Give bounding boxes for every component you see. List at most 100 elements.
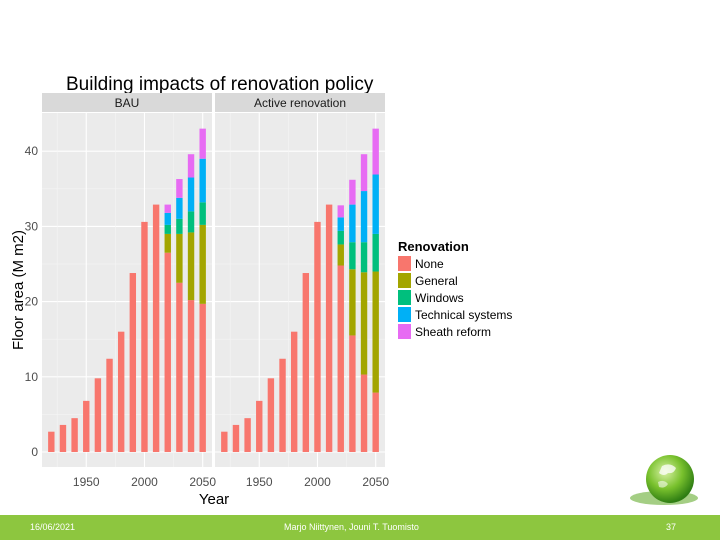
- panel-active-renovation: Active renovation 1950 2000 2050: [215, 93, 389, 489]
- legend-swatch-sheath-reform: [398, 324, 411, 339]
- chart-title: Building impacts of renovation policy: [66, 74, 374, 95]
- bar-segment-none-2030: [176, 282, 183, 452]
- x-tick-label: 2050: [189, 475, 216, 489]
- legend-label-general: General: [415, 274, 458, 288]
- bar-segment-none-1920: [48, 431, 55, 452]
- bar-segment-none-2020: [337, 265, 344, 452]
- bar-segment-sheath-reform-2040: [360, 154, 368, 192]
- bar-segment-none-1930: [59, 424, 67, 452]
- x-tick-label: 2050: [362, 475, 389, 489]
- bar-segment-none-1950: [83, 400, 90, 452]
- legend-swatch-none: [398, 256, 411, 271]
- bar-segment-none-1950: [256, 400, 263, 452]
- y-tick-label: 30: [25, 219, 39, 233]
- bar-segment-sheath-reform-2030: [349, 179, 356, 205]
- bar-segment-general-2020: [164, 233, 171, 253]
- bar-segment-technical-systems-2040: [360, 191, 368, 243]
- panel-bau: BAU 1950 2000 2050: [42, 93, 216, 489]
- bar-segment-technical-systems-2040: [187, 177, 195, 212]
- legend-swatch-general: [398, 273, 411, 288]
- bar-segment-none-2010: [152, 204, 160, 452]
- bar-segment-none-2000: [141, 221, 148, 452]
- legend-label-none: None: [415, 257, 444, 271]
- bar-segment-none-2040: [187, 300, 195, 452]
- bar-segment-general-2030: [176, 233, 183, 283]
- legend-label-sheath-reform: Sheath reform: [415, 325, 491, 339]
- legend-label-technical-systems: Technical systems: [415, 308, 512, 322]
- bar-segment-windows-2020: [337, 230, 344, 245]
- bar-segment-windows-2020: [164, 224, 171, 234]
- bar-segment-technical-systems-2030: [349, 204, 356, 243]
- bar-segment-sheath-reform-2050: [372, 128, 379, 175]
- bar-segment-none-1930: [232, 424, 240, 452]
- bar-segment-general-2020: [337, 244, 344, 266]
- x-axis-label: Year: [199, 491, 229, 508]
- legend-swatch-windows: [398, 290, 411, 305]
- bar-segment-general-2050: [199, 224, 206, 304]
- bar-segment-windows-2030: [349, 242, 356, 270]
- chart: Building impacts of renovation policy Fl…: [10, 74, 512, 508]
- bar-segment-sheath-reform-2020: [337, 205, 344, 218]
- bar-segment-windows-2030: [176, 218, 183, 234]
- bar-segment-none-1970: [106, 358, 113, 452]
- bar-segment-general-2040: [360, 272, 368, 375]
- bar-segment-sheath-reform-2040: [187, 154, 195, 178]
- bar-segment-none-2010: [325, 204, 333, 452]
- bar-segment-none-2040: [360, 374, 368, 452]
- y-tick-label: 40: [25, 144, 39, 158]
- bar-segment-sheath-reform-2020: [164, 204, 171, 213]
- footer-bar: 16/06/2021 Marjo Niittynen, Jouni T. Tuo…: [0, 515, 720, 540]
- bar-segment-none-1960: [94, 378, 102, 452]
- facet-strip: [42, 93, 212, 112]
- footer-authors: Marjo Niittynen, Jouni T. Tuomisto: [284, 522, 419, 532]
- bar-segment-windows-2050: [372, 233, 379, 272]
- bar-segment-none-2000: [314, 221, 321, 452]
- facet-label: Active renovation: [254, 96, 346, 110]
- legend-title: Renovation: [398, 239, 469, 254]
- footer-page-number: 37: [666, 522, 677, 532]
- bar-segment-none-2030: [349, 335, 356, 452]
- bar-segment-windows-2040: [187, 211, 195, 233]
- bar-segment-windows-2040: [360, 242, 368, 273]
- x-tick-label: 1950: [246, 475, 273, 489]
- y-tick-label: 20: [25, 295, 39, 309]
- x-tick-label: 2000: [304, 475, 331, 489]
- panel-background: [215, 113, 385, 467]
- panel-background: [42, 113, 212, 467]
- x-tick-label: 1950: [73, 475, 100, 489]
- footer-date: 16/06/2021: [30, 522, 76, 532]
- bar-segment-none-1920: [221, 431, 228, 452]
- bar-segment-none-1970: [279, 358, 286, 452]
- bar-segment-none-1990: [129, 273, 137, 452]
- legend: Renovation None General Windows Technical sy…: [398, 239, 512, 339]
- bar-segment-sheath-reform-2050: [199, 128, 206, 159]
- bar-segment-none-2050: [372, 392, 379, 452]
- facet-strip: [215, 93, 385, 112]
- bar-segment-none-1980: [290, 331, 298, 452]
- bar-segment-technical-systems-2030: [176, 197, 183, 219]
- y-axis-label: Floor area (M m2): [10, 230, 27, 350]
- bar-segment-technical-systems-2020: [337, 217, 344, 231]
- bar-segment-technical-systems-2050: [372, 174, 379, 234]
- facet-label: BAU: [115, 96, 140, 110]
- bar-segment-none-1940: [71, 418, 78, 452]
- bar-segment-none-1990: [302, 273, 310, 452]
- y-tick-label: 0: [31, 445, 38, 459]
- legend-swatch-technical-systems: [398, 307, 411, 322]
- y-axis: 0 10 20 30 40: [25, 144, 39, 459]
- legend-label-windows: Windows: [415, 291, 464, 305]
- y-tick-label: 10: [25, 370, 39, 384]
- bar-segment-general-2030: [349, 269, 356, 336]
- bar-segment-technical-systems-2050: [199, 158, 206, 203]
- bar-segment-sheath-reform-2030: [176, 179, 183, 198]
- globe-logo: [630, 455, 698, 505]
- bar-segment-none-1940: [244, 418, 251, 452]
- x-tick-label: 2000: [131, 475, 158, 489]
- bar-segment-none-1980: [117, 331, 125, 452]
- bar-segment-none-1960: [267, 378, 275, 452]
- bar-segment-technical-systems-2020: [164, 212, 171, 225]
- bar-segment-general-2050: [372, 271, 379, 393]
- bar-segment-none-2050: [199, 303, 206, 452]
- bar-segment-general-2040: [187, 232, 195, 301]
